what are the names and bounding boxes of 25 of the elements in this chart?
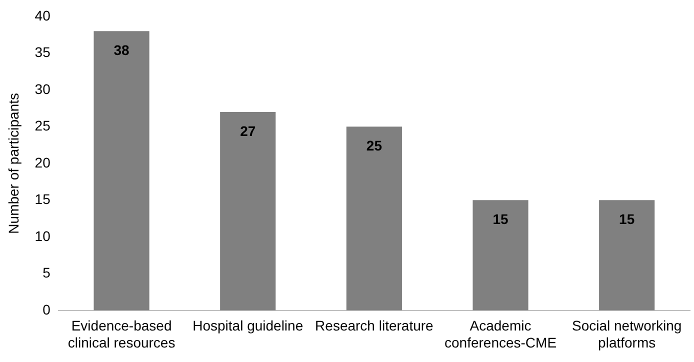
- bar: [346, 126, 402, 310]
- data-label: 15: [492, 211, 509, 228]
- data-label: 25: [366, 138, 382, 154]
- data-label: 27: [240, 122, 256, 139]
- y-tick-label: 15: [34, 191, 51, 208]
- bar: [599, 200, 655, 310]
- y-tick-label: 0: [42, 301, 51, 318]
- x-tick-label: Academic conferences-CME: [444, 318, 557, 350]
- y-tick-label: 30: [34, 80, 51, 97]
- x-tick-label: Evidence-based clinical resources: [68, 318, 176, 350]
- bar: [94, 31, 150, 310]
- y-tick-label: 10: [34, 228, 51, 244]
- x-tick-label: Social networking platforms: [572, 318, 682, 350]
- bar: [220, 112, 276, 310]
- bar: [472, 200, 528, 310]
- x-tick-label: Hospital guideline: [192, 318, 304, 334]
- y-tick-label: 40: [34, 7, 51, 24]
- x-tick-label: Research literature: [315, 318, 434, 334]
- y-tick-label: 35: [34, 44, 51, 60]
- data-label: 15: [619, 211, 635, 228]
- y-tick-label: 25: [34, 118, 51, 134]
- data-label: 38: [114, 42, 130, 58]
- y-tick-label: 5: [42, 264, 51, 281]
- y-tick-label: 20: [34, 154, 51, 170]
- y-axis-title: Number of participants: [5, 92, 22, 234]
